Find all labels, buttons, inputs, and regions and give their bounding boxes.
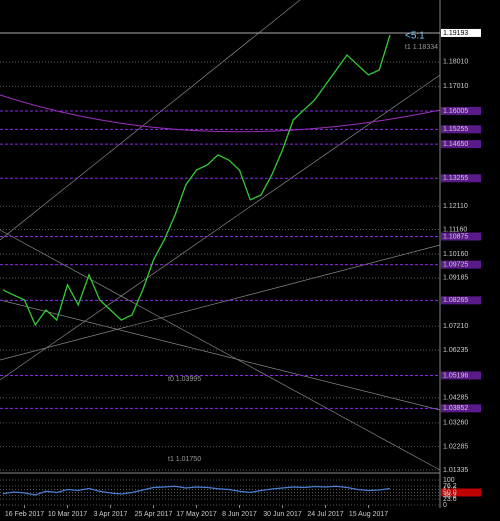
annotation: <5:1 bbox=[405, 31, 425, 42]
trend-line bbox=[0, 299, 441, 411]
price-line bbox=[2, 34, 391, 327]
level-label: 1.13255 bbox=[443, 175, 468, 182]
x-tick-label: 17 May 2017 bbox=[176, 511, 217, 518]
y-tick-label: 1.18010 bbox=[443, 59, 468, 66]
level-label: 1.15255 bbox=[443, 126, 468, 133]
annotation: t1 1.18334 bbox=[405, 44, 438, 51]
y-tick-label: 50.0 bbox=[443, 489, 457, 496]
x-tick-label: 30 Jun 2017 bbox=[263, 511, 302, 518]
price-line bbox=[2, 485, 391, 496]
level-box bbox=[441, 232, 481, 241]
level-label: 1.10875 bbox=[443, 233, 468, 240]
tick-highlight bbox=[441, 488, 481, 497]
level-label: 1.08265 bbox=[443, 297, 468, 304]
y-tick-label: 1.09185 bbox=[443, 275, 468, 282]
y-tick-label: 1.02285 bbox=[443, 444, 468, 451]
level-box bbox=[441, 404, 481, 413]
x-tick-label: 15 Aug 2017 bbox=[349, 511, 388, 518]
x-tick-label: 16 Feb 2017 bbox=[5, 511, 44, 518]
y-tick-label: 38.2 bbox=[443, 492, 457, 499]
level-label: 1.03852 bbox=[443, 405, 468, 412]
y-tick-label: 1.06235 bbox=[443, 347, 468, 354]
level-box bbox=[441, 174, 481, 183]
x-tick-label: 25 Apr 2017 bbox=[135, 511, 173, 518]
y-tick-label: 23.6 bbox=[443, 496, 457, 503]
y-tick-label: 1.07210 bbox=[443, 323, 468, 330]
price-box bbox=[441, 28, 481, 37]
y-tick-label: 1.04285 bbox=[443, 395, 468, 402]
x-tick-label: 8 Jun 2017 bbox=[222, 511, 257, 518]
trend-line bbox=[0, 0, 301, 241]
y-tick-label: 1.17010 bbox=[443, 83, 468, 90]
level-box bbox=[441, 125, 481, 134]
level-label: 1.16005 bbox=[443, 108, 468, 115]
y-tick-label: 0 bbox=[443, 502, 447, 509]
current-price: 1.19193 bbox=[443, 30, 468, 37]
trend-line bbox=[0, 229, 441, 471]
x-tick-label: 10 Mar 2017 bbox=[48, 511, 87, 518]
x-tick-label: 3 Apr 2017 bbox=[94, 511, 128, 518]
level-box bbox=[441, 106, 481, 115]
y-tick-label: 100 bbox=[443, 477, 455, 484]
y-tick-label: 76.2 bbox=[443, 483, 457, 490]
annotation: t0 1.03995 bbox=[168, 376, 201, 383]
level-label: 1.14650 bbox=[443, 141, 468, 148]
y-tick-label: 1.03260 bbox=[443, 420, 468, 427]
level-label: 1.05196 bbox=[443, 372, 468, 379]
level-box bbox=[441, 371, 481, 380]
y-tick-label: 1.11160 bbox=[443, 226, 467, 233]
x-tick-label: 24 Jul 2017 bbox=[307, 511, 343, 518]
level-box bbox=[441, 260, 481, 269]
level-label: 1.09725 bbox=[443, 261, 468, 268]
level-box bbox=[441, 140, 481, 149]
y-tick-label: 1.01335 bbox=[443, 467, 468, 474]
y-tick-label: 1.10160 bbox=[443, 251, 468, 258]
annotation: t1 1.01750 bbox=[168, 456, 201, 463]
y-tick-label: 1.12110 bbox=[443, 203, 468, 210]
level-box bbox=[441, 296, 481, 305]
trend-line bbox=[0, 74, 441, 381]
